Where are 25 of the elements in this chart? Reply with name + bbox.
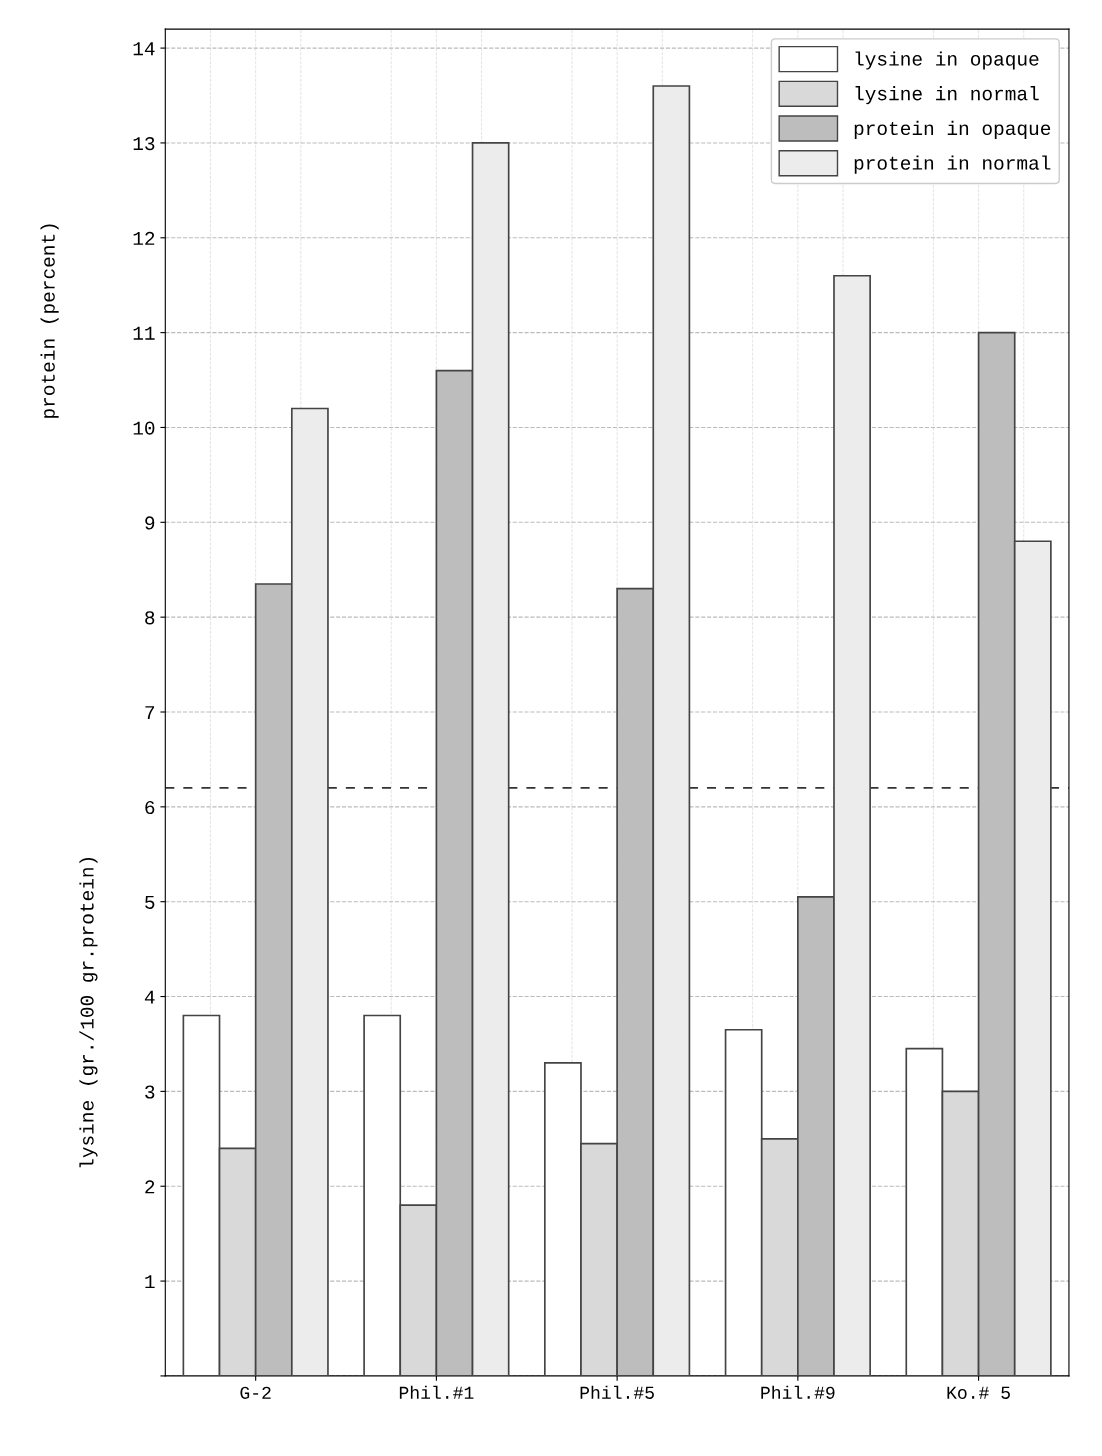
text: protein (percent) [40,224,59,418]
y-tick-label: 12 [133,231,155,245]
y-axis-title: lysine (gr./100 gr.protein) [79,858,98,1168]
y-tick-label: 6 [145,800,155,815]
legend-label: lysine in opaque [855,51,1039,70]
y-tick-label: 4 [144,990,155,1004]
y-tick-label: 10 [133,421,155,435]
y-tick-label: 11 [133,326,155,340]
legend-label: protein in normal [854,155,1051,174]
y-tick-label: 13 [133,136,155,151]
y-tick-label: 5 [145,895,155,909]
y-tick-label: 7 [145,706,155,720]
y-tick-label: 9 [145,516,155,530]
x-tick-label: Phil.#9 [761,1385,835,1399]
legend-label: lysine in normal [855,86,1039,105]
y-tick-label: 2 [145,1180,155,1194]
x-tick-label: Phil.#5 [580,1385,654,1399]
x-tick-label: G-2 [240,1386,271,1399]
y-tick-label: 3 [145,1085,155,1099]
y-tick-label: 8 [145,611,155,625]
y-tick-label: 14 [133,42,155,56]
x-tick-label: Phil.#1 [399,1385,474,1399]
x-tick-label: Ko.# 5 [947,1386,1010,1399]
y-tick-label: 1 [145,1275,155,1289]
legend-label: protein in opaque [854,120,1051,139]
